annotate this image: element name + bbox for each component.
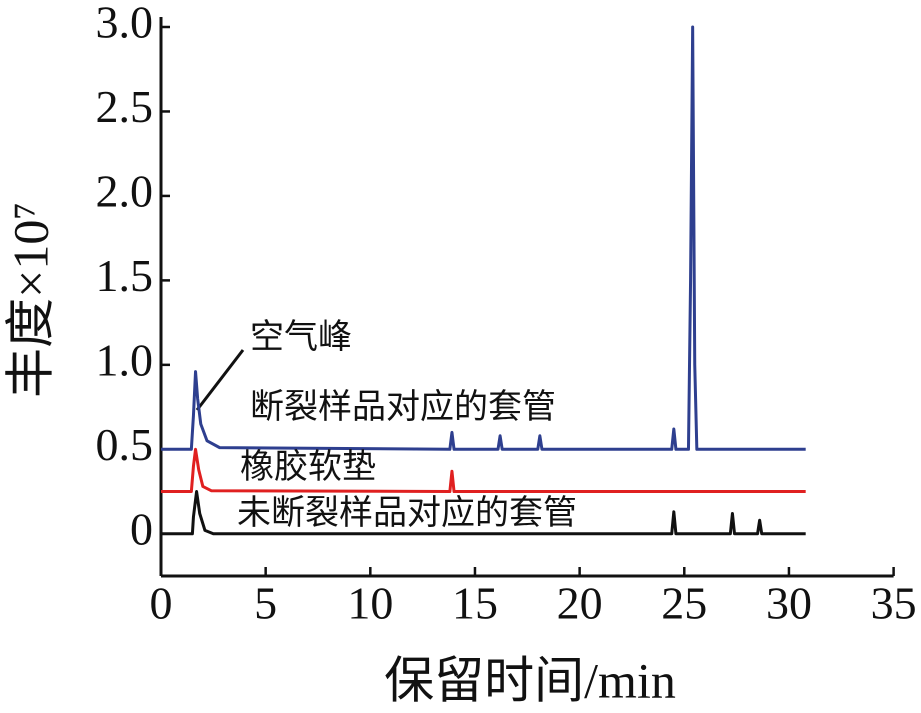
series-label: 未断裂样品对应的套管: [237, 494, 577, 532]
x-tick-label: 30: [766, 578, 812, 629]
y-tick-label: 1.0: [96, 334, 154, 385]
annotation-arrow: [195, 349, 245, 411]
y-tick-label: 3.0: [96, 0, 154, 48]
series-label: 橡胶软垫: [240, 448, 376, 486]
series-line: [161, 490, 806, 536]
x-tick-label: 0: [150, 578, 173, 629]
annotation: 空气峰: [250, 318, 352, 356]
y-tick-label: 0: [130, 503, 153, 554]
y-tick-label: 2.0: [96, 165, 154, 216]
y-axis-label: 丰度×10⁷: [2, 202, 58, 398]
y-tick-label: 2.5: [96, 81, 154, 132]
x-axis-label: 保留时间/min: [384, 652, 676, 708]
series-label: 断裂样品对应的套管: [250, 388, 556, 426]
y-tick-label: 0.5: [96, 419, 154, 470]
x-tick-label: 10: [347, 578, 393, 629]
x-tick-label: 15: [452, 578, 498, 629]
x-tick-label: 5: [254, 578, 277, 629]
y-tick-label: 1.5: [96, 250, 154, 301]
x-tick-label: 25: [661, 578, 707, 629]
x-tick-label: 20: [557, 578, 603, 629]
series-line: [161, 447, 806, 494]
series-line: [161, 25, 806, 451]
x-tick-label: 35: [871, 578, 917, 629]
